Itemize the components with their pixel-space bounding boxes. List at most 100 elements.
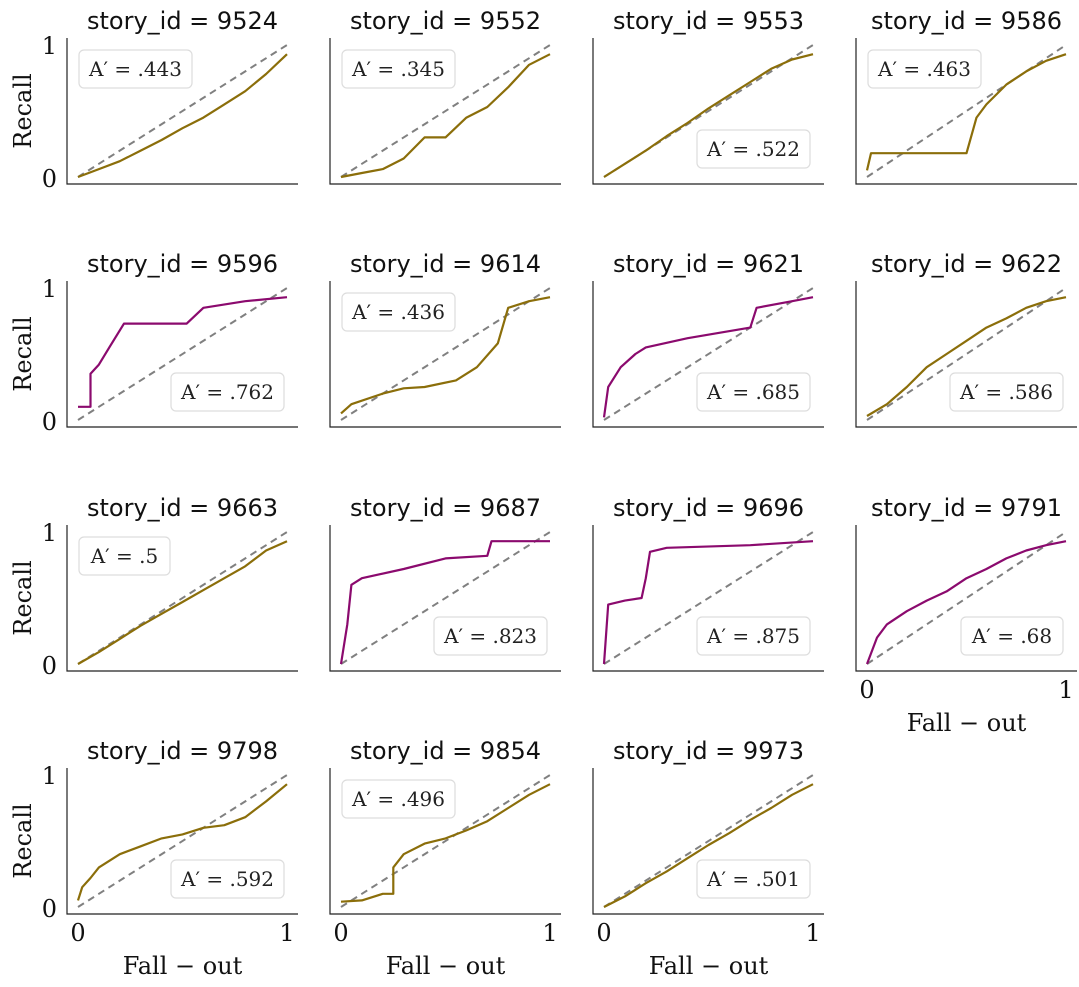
x-tick-label: 1 <box>805 919 820 947</box>
panel-title: story_id = 9621 <box>613 250 804 278</box>
annotation-box <box>949 372 1064 412</box>
chance-diagonal-line <box>603 287 814 421</box>
roc-panel: story_id = 9586 A′ = .463 <box>855 7 1077 185</box>
axes-spines <box>855 38 1077 185</box>
y-tick-label: 0 <box>42 895 57 923</box>
y-tick-label: 0 <box>42 652 57 680</box>
chance-diagonal-line <box>340 44 551 178</box>
roc-panel: story_id = 9791 A′ = .68 0 1 Fall − out <box>855 494 1077 737</box>
axes-spines <box>66 768 298 915</box>
chance-diagonal-line <box>603 531 814 665</box>
y-tick-label: 0 <box>42 408 57 436</box>
y-tick-label: 1 <box>42 275 57 303</box>
aprime-annotation: A′ = .762 <box>180 380 274 404</box>
x-axis-label: Fall − out <box>123 952 243 980</box>
x-tick-label: 1 <box>542 919 557 947</box>
chance-diagonal-line <box>603 774 814 908</box>
axes-spines <box>329 768 561 915</box>
annotation-box <box>867 49 982 89</box>
chance-diagonal-line <box>77 774 288 908</box>
roc-panel: story_id = 9622 A′ = .586 <box>855 250 1077 428</box>
roc-curve-line <box>340 783 551 903</box>
axes-spines <box>329 281 561 428</box>
panel-title: story_id = 9614 <box>350 250 541 278</box>
aprime-annotation: A′ = .501 <box>706 867 800 891</box>
roc-curve-line <box>865 540 1067 665</box>
axes-spines <box>329 38 561 185</box>
annotation-box <box>696 372 811 412</box>
roc-panel: story_id = 9552 A′ = .345 <box>329 7 561 185</box>
y-tick-label: 1 <box>42 762 57 790</box>
chance-diagonal-line <box>77 287 288 421</box>
roc-curve-line <box>340 296 551 415</box>
y-tick-label: 1 <box>42 32 57 60</box>
annotation-box <box>696 859 811 899</box>
aprime-annotation: A′ = .443 <box>88 57 182 81</box>
panel-title: story_id = 9524 <box>87 7 278 35</box>
axes-spines <box>66 38 298 185</box>
annotation-box <box>696 129 811 169</box>
panel-title: story_id = 9973 <box>613 737 804 765</box>
roc-curve-line <box>77 53 288 179</box>
annotation-box <box>696 616 811 656</box>
x-tick-label: 0 <box>596 919 611 947</box>
chance-diagonal-line <box>866 287 1067 421</box>
y-axis-label: Recall <box>9 803 37 878</box>
aprime-annotation: A′ = .586 <box>959 380 1053 404</box>
x-tick-label: 1 <box>279 919 294 947</box>
panel-title: story_id = 9596 <box>87 250 278 278</box>
panel-title: story_id = 9663 <box>87 494 278 522</box>
x-tick-label: 0 <box>859 676 874 704</box>
x-axis-label: Fall − out <box>386 952 506 980</box>
roc-curve-line <box>602 540 814 665</box>
aprime-annotation: A′ = .463 <box>877 57 971 81</box>
chance-diagonal-line <box>340 774 551 908</box>
panel-title: story_id = 9687 <box>350 494 541 522</box>
aprime-annotation: A′ = .875 <box>706 624 800 648</box>
roc-panel: story_id = 9854 A′ = .496 0 1 Fall − out <box>329 737 561 980</box>
x-tick-label: 1 <box>1058 676 1073 704</box>
roc-curve-line <box>340 53 551 179</box>
axes-spines <box>592 281 824 428</box>
chance-diagonal-line <box>340 531 551 665</box>
annotation-box <box>341 292 456 332</box>
panel-title: story_id = 9552 <box>350 7 541 35</box>
roc-panel: story_id = 9614 A′ = .436 <box>329 250 561 428</box>
panel-title: story_id = 9854 <box>350 737 541 765</box>
roc-panel: story_id = 9687 A′ = .823 <box>329 494 561 672</box>
panel-title: story_id = 9798 <box>87 737 278 765</box>
roc-curve-line <box>865 53 1067 171</box>
y-tick-label: 0 <box>42 165 57 193</box>
aprime-annotation: A′ = .592 <box>180 867 274 891</box>
chance-diagonal-line <box>77 44 288 178</box>
aprime-annotation: A′ = .436 <box>351 300 445 324</box>
panel-title: story_id = 9553 <box>613 7 804 35</box>
roc-panel: story_id = 9973 A′ = .501 0 1 Fall − out <box>592 737 824 980</box>
annotation-box <box>433 616 548 656</box>
axes-spines <box>592 38 824 185</box>
annotation-box <box>341 779 456 819</box>
aprime-annotation: A′ = .522 <box>706 137 800 161</box>
axes-spines <box>592 768 824 915</box>
panel-title: story_id = 9696 <box>613 494 804 522</box>
aprime-annotation: A′ = .685 <box>706 380 800 404</box>
roc-curve-line <box>603 783 814 908</box>
axes-spines <box>855 525 1077 672</box>
y-axis-label: Recall <box>9 560 37 635</box>
x-axis-label: Fall − out <box>649 952 769 980</box>
annotation-box <box>341 49 456 89</box>
aprime-annotation: A′ = .345 <box>351 57 445 81</box>
annotation-box <box>170 372 285 412</box>
roc-panel: story_id = 9696 A′ = .875 <box>592 494 824 672</box>
annotation-box <box>170 859 285 899</box>
axes-spines <box>329 525 561 672</box>
aprime-annotation: A′ = .68 <box>971 624 1052 648</box>
x-axis-label: Fall − out <box>907 709 1027 737</box>
x-tick-label: 0 <box>70 919 85 947</box>
roc-curve-line <box>603 53 814 178</box>
roc-curve-line <box>77 540 288 665</box>
y-axis-label: Recall <box>9 316 37 391</box>
